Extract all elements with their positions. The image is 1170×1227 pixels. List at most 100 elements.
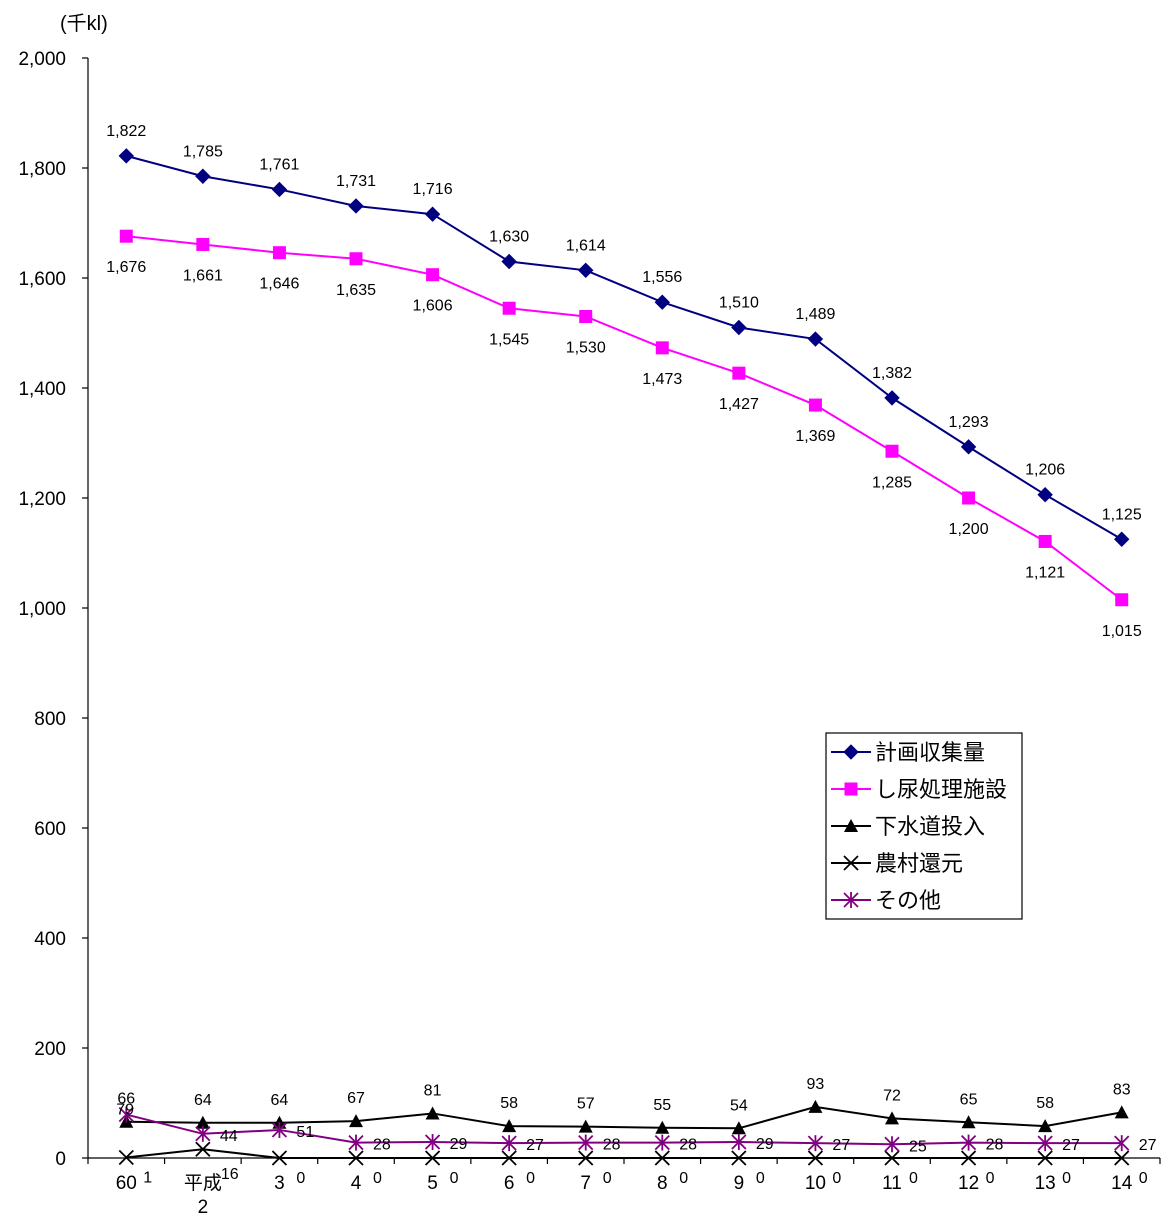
series-line xyxy=(126,1113,1122,1146)
data-label: 1,545 xyxy=(489,331,529,348)
data-label: 1,676 xyxy=(106,259,146,276)
y-tick-label: 1,400 xyxy=(18,379,66,400)
legend-label: その他 xyxy=(875,888,941,913)
data-label: 64 xyxy=(194,1092,212,1109)
x-tick-label: 平成 xyxy=(184,1172,222,1194)
data-label: 1,614 xyxy=(566,237,606,254)
legend-label: 農村還元 xyxy=(875,851,963,876)
data-point xyxy=(195,1125,211,1142)
data-point xyxy=(348,1150,364,1166)
data-point xyxy=(1114,1105,1129,1119)
data-label: 54 xyxy=(730,1097,748,1114)
y-tick-label: 600 xyxy=(34,819,66,840)
plot-area xyxy=(118,148,1130,1166)
data-label: 1,206 xyxy=(1025,462,1065,479)
data-point xyxy=(1038,1119,1053,1133)
data-label: 1,661 xyxy=(183,267,223,284)
data-point xyxy=(118,148,134,164)
x-tick-label: 4 xyxy=(351,1173,362,1194)
data-point xyxy=(884,390,900,406)
data-label: 28 xyxy=(986,1137,1004,1154)
data-point xyxy=(884,1150,900,1166)
data-point xyxy=(196,237,210,251)
data-point xyxy=(578,1134,594,1151)
data-label: 29 xyxy=(450,1136,468,1153)
data-point xyxy=(271,1121,288,1138)
data-label: 58 xyxy=(1036,1095,1054,1112)
data-label: 1,200 xyxy=(949,521,989,538)
data-label: 1,285 xyxy=(872,474,912,491)
x-tick-label: 9 xyxy=(734,1173,745,1194)
data-point xyxy=(655,1120,670,1134)
data-point xyxy=(579,310,593,323)
data-label: 57 xyxy=(577,1096,595,1113)
legend-marker xyxy=(843,744,859,760)
y-tick-label: 1,800 xyxy=(18,159,66,180)
data-label: 65 xyxy=(960,1091,978,1108)
legend-label: 計画収集量 xyxy=(875,740,985,765)
data-point xyxy=(349,252,363,266)
data-label: 28 xyxy=(679,1137,697,1154)
data-label: 1,606 xyxy=(413,298,453,315)
data-label: 0 xyxy=(1062,1170,1071,1187)
data-point xyxy=(424,1150,441,1166)
data-point xyxy=(884,1136,900,1153)
data-point xyxy=(426,268,440,282)
data-point xyxy=(271,181,288,198)
legend-marker xyxy=(843,892,859,908)
x-tick-label: 2 xyxy=(198,1197,209,1218)
data-point xyxy=(1038,534,1052,548)
data-point xyxy=(501,1150,517,1166)
axes: 02004006008001,0001,2001,4001,6001,8002,… xyxy=(18,49,1161,1218)
data-label: 0 xyxy=(909,1170,918,1187)
data-point xyxy=(1037,486,1053,503)
y-tick-label: 200 xyxy=(34,1039,66,1060)
data-point xyxy=(578,262,594,279)
data-point xyxy=(962,491,976,505)
data-label: 67 xyxy=(347,1090,365,1107)
data-label: 1,822 xyxy=(106,123,146,140)
data-point xyxy=(885,1111,899,1125)
data-labels: 1,822 1,785 1,761 1,731 1,716 1,630 1,614 1,556… xyxy=(106,123,1156,1187)
x-tick-label: 12 xyxy=(958,1173,979,1194)
data-label: 16 xyxy=(221,1166,239,1183)
data-label: 28 xyxy=(373,1137,391,1154)
data-label: 1,630 xyxy=(489,229,529,246)
series-line xyxy=(126,1148,1122,1159)
data-label: 0 xyxy=(1139,1170,1148,1187)
y-tick-label: 1,600 xyxy=(18,269,66,290)
data-label: 1,489 xyxy=(795,306,835,323)
data-label: 1,785 xyxy=(183,143,223,160)
data-point xyxy=(349,1114,363,1128)
x-tick-label: 13 xyxy=(1035,1173,1056,1194)
data-point xyxy=(654,1134,670,1151)
data-label: 27 xyxy=(1062,1137,1080,1154)
data-point xyxy=(272,246,286,260)
data-point xyxy=(424,1134,441,1151)
data-label: 93 xyxy=(807,1076,825,1093)
legend-label: 下水道投入 xyxy=(875,814,985,839)
y-tick-label: 0 xyxy=(55,1149,66,1170)
data-label: 28 xyxy=(603,1137,621,1154)
data-point xyxy=(501,253,517,270)
data-label: 1,510 xyxy=(719,295,759,312)
data-point xyxy=(271,1150,288,1166)
y-unit-label: (千kl) xyxy=(60,12,108,35)
series-line xyxy=(126,235,1123,601)
data-label: 81 xyxy=(424,1082,442,1099)
data-point xyxy=(808,398,822,412)
data-label: 1,369 xyxy=(795,428,835,445)
data-label: 1,646 xyxy=(259,276,299,293)
data-point xyxy=(578,1150,594,1166)
data-label: 58 xyxy=(500,1095,518,1112)
data-point xyxy=(960,439,977,455)
data-point xyxy=(654,1150,670,1166)
data-point xyxy=(502,1119,517,1133)
y-tick-label: 1,000 xyxy=(18,599,66,620)
data-label: 55 xyxy=(653,1097,671,1114)
data-point xyxy=(807,331,824,347)
data-point xyxy=(808,1099,823,1113)
data-label: 1,293 xyxy=(949,414,989,431)
